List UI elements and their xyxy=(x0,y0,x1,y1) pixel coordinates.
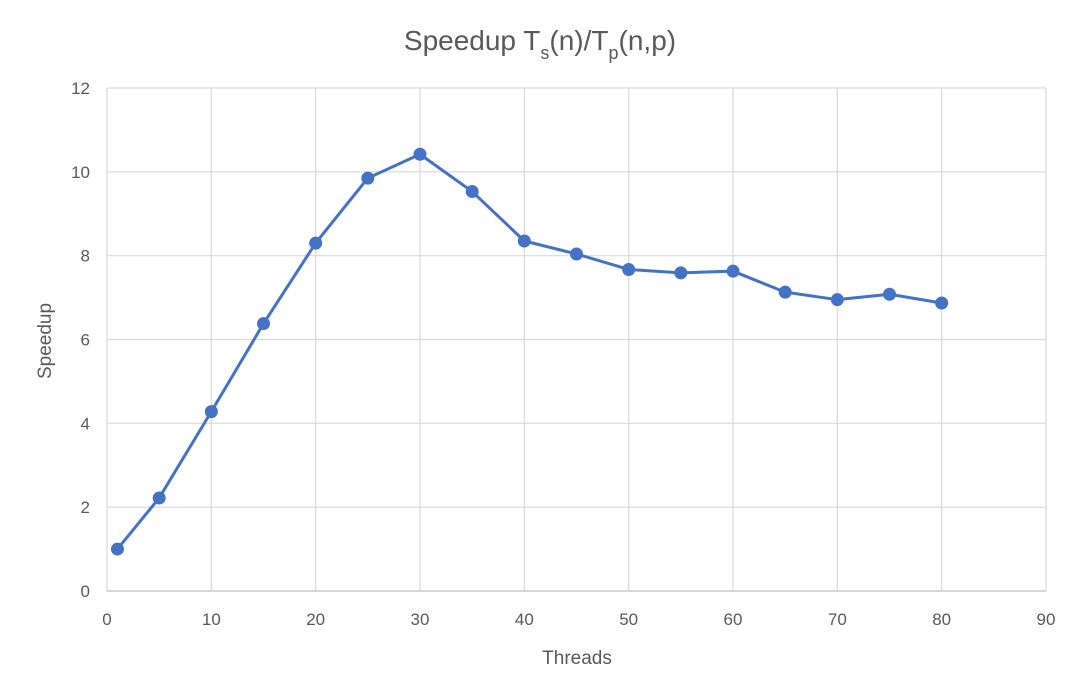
gridlines xyxy=(106,87,1047,592)
x-tick-label: 10 xyxy=(202,610,221,629)
x-tick-label: 80 xyxy=(932,610,951,629)
y-tick-label: 4 xyxy=(81,414,90,433)
data-point xyxy=(110,542,124,556)
data-point xyxy=(674,266,688,280)
x-tick-label: 70 xyxy=(828,610,847,629)
y-tick-label: 0 xyxy=(81,582,90,601)
data-point xyxy=(726,264,740,278)
data-point xyxy=(309,236,323,250)
x-tick-label: 0 xyxy=(102,610,111,629)
x-tick-label: 40 xyxy=(515,610,534,629)
y-tick-label: 10 xyxy=(71,163,90,182)
x-tick-label: 20 xyxy=(306,610,325,629)
data-point xyxy=(465,185,479,199)
data-point xyxy=(152,491,166,505)
data-point xyxy=(570,247,583,261)
data-point xyxy=(778,285,792,299)
data-point xyxy=(257,317,270,331)
data-point xyxy=(361,171,375,185)
y-tick-label: 12 xyxy=(71,79,90,98)
data-point xyxy=(883,287,896,301)
y-tick-label: 2 xyxy=(81,498,90,517)
data-point xyxy=(204,405,218,419)
data-point xyxy=(413,147,427,161)
chart-title: Speedup Ts(n)/Tp(n,p) xyxy=(404,25,676,63)
x-tick-label: 30 xyxy=(411,610,430,629)
y-tick-label: 8 xyxy=(81,247,90,266)
axes: 0 2 4 6 8 10 12 0 10 20 30 40 50 60 70 80 90 xyxy=(71,79,1055,629)
x-tick-label: 60 xyxy=(724,610,743,629)
y-axis-title: Speedup xyxy=(35,303,56,379)
x-axis-title: Threads xyxy=(542,648,612,669)
series-line xyxy=(116,152,942,551)
data-point xyxy=(517,234,531,248)
data-point xyxy=(622,262,636,276)
data-point xyxy=(935,296,949,310)
data-point xyxy=(830,293,844,307)
y-tick-label: 6 xyxy=(81,331,90,350)
data-series xyxy=(110,147,949,556)
x-tick-label: 90 xyxy=(1037,610,1056,629)
x-tick-label: 50 xyxy=(619,610,638,629)
